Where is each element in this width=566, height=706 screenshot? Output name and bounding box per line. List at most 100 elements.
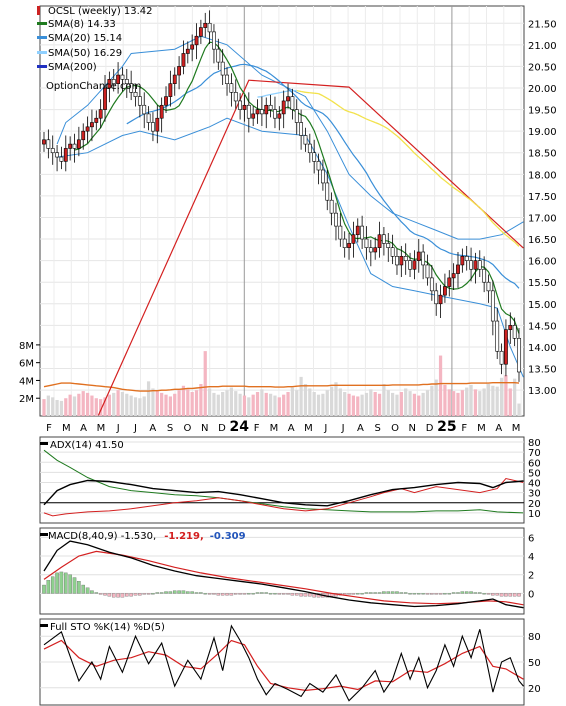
macd-line xyxy=(43,540,524,609)
candle-body xyxy=(90,122,94,128)
macd-hist-bar xyxy=(155,592,160,594)
volume-bar xyxy=(290,387,295,416)
macd-hist-bar xyxy=(120,593,125,598)
sma50-segment xyxy=(422,160,428,166)
macd-hist-bar xyxy=(85,587,90,594)
macd-hist-bar xyxy=(456,592,460,594)
candle-body xyxy=(55,152,59,158)
macd-hist-bar xyxy=(443,593,447,595)
sma50-segment xyxy=(487,217,494,224)
candle-body xyxy=(268,104,273,110)
candle-body xyxy=(325,182,330,201)
macd-signal-line xyxy=(43,550,524,606)
volume-bar xyxy=(151,388,155,416)
price-panel-frame xyxy=(39,5,525,417)
macd-hist-bar xyxy=(42,584,46,594)
sma50-segment xyxy=(318,93,324,97)
price-tick-label: 21.00 xyxy=(528,41,557,52)
candle-body xyxy=(151,122,155,132)
sma50-segment xyxy=(466,196,472,201)
volume-bar xyxy=(273,395,277,416)
volume-bar xyxy=(399,392,403,416)
volume-bar xyxy=(160,392,164,416)
indicator-tick-label: 4 xyxy=(528,552,534,563)
x-tick-label: D xyxy=(426,423,434,434)
volume-bar xyxy=(382,384,386,416)
macd-hist-bar xyxy=(347,593,351,595)
volume-bar xyxy=(103,397,107,416)
candle-body xyxy=(194,35,199,46)
volume-bar xyxy=(242,395,247,416)
volume-bar xyxy=(186,389,190,416)
macd-hist-bar xyxy=(464,591,469,594)
macd-hist-bar xyxy=(199,592,203,594)
sma50-segment xyxy=(339,106,346,111)
volume-bar xyxy=(234,391,238,416)
macd-hist-bar xyxy=(451,592,456,594)
legend-entry-sma20: SMA(20) 15.14 xyxy=(37,33,122,44)
macd-hist-bar xyxy=(360,593,364,595)
macd-hist-bar xyxy=(390,591,395,594)
macd-hist-bar xyxy=(98,593,103,595)
candle-body xyxy=(273,109,277,119)
sma50-segment xyxy=(440,176,446,182)
macd-hist-bar xyxy=(434,593,438,595)
candle-body xyxy=(512,325,517,339)
volume-bar xyxy=(164,394,168,416)
x-tick-label: A xyxy=(495,423,502,434)
macd-hist-bar xyxy=(159,592,164,594)
candle-body xyxy=(172,74,177,84)
macd-panel-frame xyxy=(39,527,525,615)
volume-bar xyxy=(325,390,329,416)
volume-bar xyxy=(282,394,286,416)
x-tick-label: M xyxy=(477,423,486,434)
volume-bar xyxy=(146,381,151,416)
volume-bar xyxy=(412,393,417,416)
sma50-segment xyxy=(374,121,380,125)
indicator-tick-label: 80 xyxy=(528,438,541,449)
macd-hist-bar xyxy=(194,592,199,594)
macd-value: MACD(8,40,9) -1.530, xyxy=(48,531,156,542)
x-tick-label: M xyxy=(304,423,313,434)
volume-bar xyxy=(120,392,125,416)
candle-body xyxy=(351,234,356,244)
candle-body xyxy=(216,48,221,63)
candle-body xyxy=(68,143,73,149)
adx-line xyxy=(43,479,524,507)
volume-bar xyxy=(221,392,225,416)
candle-body xyxy=(382,234,386,244)
volume-bar xyxy=(107,394,111,416)
volume-bar xyxy=(316,394,321,416)
legend-entry-sma50: SMA(50) 16.29 xyxy=(37,48,122,59)
macd-hist-bar xyxy=(382,591,386,594)
candle-body xyxy=(116,74,120,84)
macd-hist-bar xyxy=(81,584,85,594)
macd-hist-bar xyxy=(107,593,112,597)
indicator-tick-label: 40 xyxy=(528,479,541,490)
macd-hist-bar xyxy=(247,593,251,595)
macd-hist-bar xyxy=(403,592,408,594)
macd-hist-bar xyxy=(277,593,282,595)
volume-bar xyxy=(216,394,220,416)
volume-bar xyxy=(199,384,203,416)
macd-hist-bar xyxy=(146,593,151,595)
candle-body xyxy=(242,104,247,110)
indicator-tick-label: 6 xyxy=(528,533,534,544)
volume-bar xyxy=(386,390,390,416)
sma50-segment xyxy=(335,103,341,108)
candle-body xyxy=(233,92,238,102)
candle-body xyxy=(155,117,160,132)
candle-body xyxy=(246,104,251,119)
candle-body xyxy=(94,117,99,123)
candle-body xyxy=(159,104,164,119)
candle-body xyxy=(373,247,378,253)
candle-body xyxy=(111,79,116,84)
sma50-segment xyxy=(300,90,306,93)
volume-bar xyxy=(51,397,55,416)
candle-body xyxy=(395,256,399,266)
macd-hist-bar xyxy=(473,592,478,594)
adx-title: ADX(14) 41.50 xyxy=(50,440,124,451)
macd-hist-bar xyxy=(299,593,303,597)
